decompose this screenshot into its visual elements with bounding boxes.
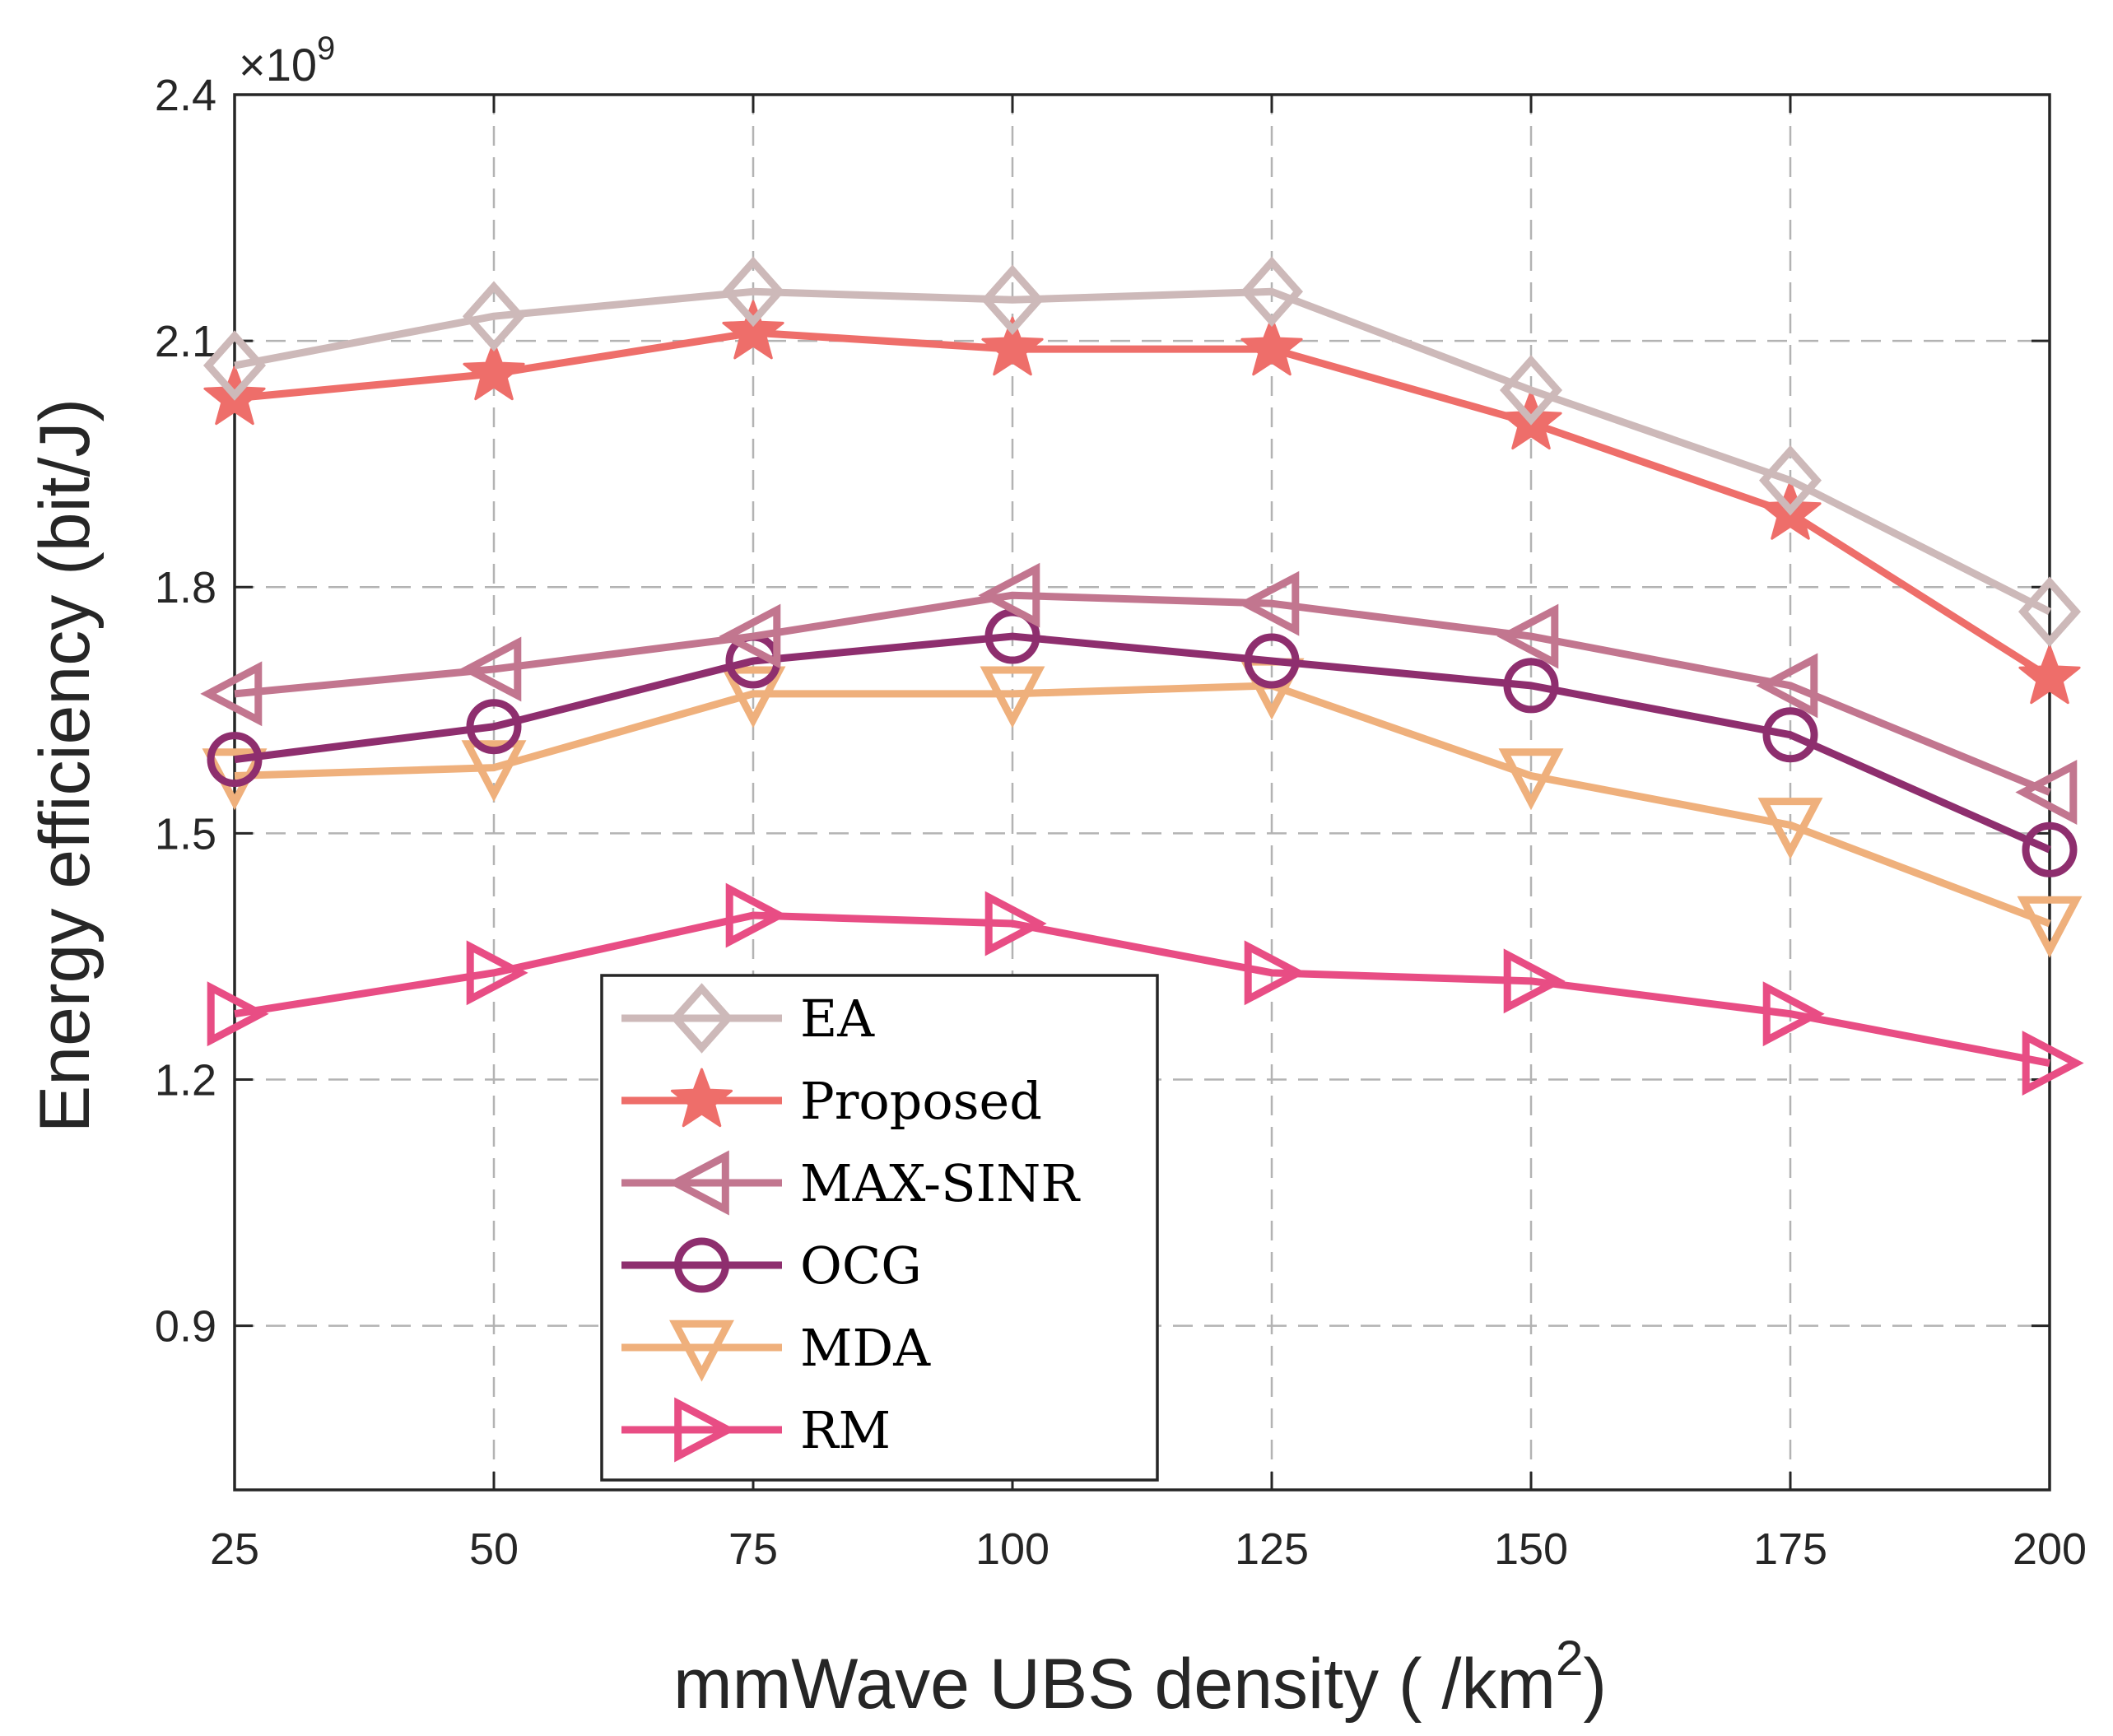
series-line-max-sinr [234, 591, 2051, 796]
legend-label: RM [800, 1400, 891, 1460]
legend-label: MDA [800, 1318, 931, 1378]
series-line-ea [234, 287, 2052, 616]
x-tick-label: 200 [2013, 1524, 2087, 1574]
data-point-ocg [1244, 633, 1300, 689]
legend-swatch-marker [674, 1237, 729, 1293]
data-point-rm [2022, 1031, 2084, 1096]
legend-swatch-marker [670, 1068, 733, 1128]
data-point-ocg [466, 699, 522, 755]
data-point-proposed [2018, 645, 2081, 705]
legend-entry-mda: MDA [621, 1318, 931, 1382]
legend-swatch-marker [674, 1397, 737, 1463]
legend-entry-ocg: OCG [621, 1236, 922, 1296]
legend-entry-max-sinr: MAX-SINR [621, 1150, 1081, 1216]
data-point-ocg [207, 732, 263, 788]
series-ea [202, 256, 2082, 647]
y-tick-label: 1.5 [155, 809, 216, 859]
data-point-proposed [722, 300, 784, 360]
series-ocg [207, 608, 2078, 877]
data-point-mda [461, 740, 527, 803]
y-tick-label: 2.1 [155, 317, 216, 366]
data-point-max-sinr [1756, 653, 1818, 719]
data-point-rm [725, 882, 788, 948]
data-point-proposed [463, 341, 525, 401]
data-point-rm [984, 891, 1047, 956]
axis-ticks: 25 50 75 100 125 150 175 200 0.9 1.2 1.5 1.8 2.1 2.4 [155, 71, 2087, 1574]
data-point-mda [980, 666, 1045, 728]
x-tick-label: 25 [210, 1524, 259, 1574]
data-point-ocg [1503, 658, 1559, 714]
data-point-rm [1762, 981, 1825, 1047]
data-point-rm [207, 981, 269, 1047]
data-point-ea [1240, 256, 1304, 328]
data-point-proposed [1240, 316, 1303, 376]
x-tick-label: 150 [1494, 1524, 1568, 1574]
data-point-ea [721, 256, 785, 328]
legend-swatch-marker [669, 1319, 734, 1382]
data-point-ea [202, 330, 267, 401]
data-point-max-sinr [2015, 760, 2078, 825]
legend-swatch-marker [667, 1150, 729, 1216]
legend-entry-rm: RM [621, 1397, 891, 1463]
legend-entry-ea: EA [621, 983, 875, 1054]
series-max-sinr [200, 562, 2078, 825]
data-point-ea [980, 264, 1045, 336]
series-line-mda [234, 682, 2051, 928]
data-point-rm [466, 940, 528, 1006]
x-tick-label: 175 [1753, 1524, 1827, 1574]
data-point-rm [1503, 948, 1566, 1014]
legend-entry-proposed: Proposed [621, 1068, 1042, 1131]
data-point-ea [2018, 576, 2082, 647]
data-point-ea [462, 281, 526, 351]
legend-label: OCG [800, 1236, 922, 1296]
data-point-mda [1757, 798, 1823, 860]
series-line-ocg [234, 632, 2051, 854]
y-tick-label: 1.8 [155, 563, 216, 612]
legend: EA Proposed MAX-SINR OCG MDA RM [600, 974, 1159, 1482]
x-tick-label: 125 [1235, 1524, 1309, 1574]
legend-box [600, 974, 1159, 1482]
data-point-ocg [1762, 707, 1818, 763]
legend-label: EA [800, 989, 875, 1049]
data-point-max-sinr [719, 603, 781, 669]
y-axis-label: Energy efficiency (bit/J) [26, 398, 105, 1133]
data-point-max-sinr [978, 562, 1040, 628]
data-point-max-sinr [200, 661, 263, 727]
x-axis-label: mmWave UBS density ( /km2) [673, 1631, 1607, 1724]
data-point-proposed [981, 316, 1044, 376]
x-tick-label: 100 [975, 1524, 1050, 1574]
series-group [200, 256, 2084, 1096]
data-point-mda [720, 666, 786, 728]
data-point-ea [1758, 444, 1822, 516]
series-rm [207, 882, 2084, 1096]
series-line-rm [234, 911, 2050, 1067]
data-point-max-sinr [1496, 603, 1559, 669]
data-point-max-sinr [459, 636, 522, 702]
data-point-ea [1499, 355, 1563, 426]
data-point-mda [2017, 896, 2083, 958]
series-line-proposed [234, 328, 2052, 681]
data-point-mda [1498, 748, 1564, 811]
y-exponent-label: ×109 [239, 30, 335, 91]
x-tick-label: 75 [728, 1524, 778, 1574]
data-point-ocg [2022, 821, 2078, 877]
data-point-rm [1244, 940, 1306, 1006]
x-tick-label: 50 [469, 1524, 519, 1574]
y-tick-label: 0.9 [155, 1302, 216, 1352]
y-tick-label: 2.4 [155, 71, 216, 120]
y-tick-label: 1.2 [155, 1055, 216, 1105]
data-point-max-sinr [1237, 570, 1300, 636]
legend-label: MAX-SINR [800, 1153, 1081, 1213]
legend-label: Proposed [800, 1071, 1042, 1131]
legend-swatch-marker [670, 983, 733, 1054]
